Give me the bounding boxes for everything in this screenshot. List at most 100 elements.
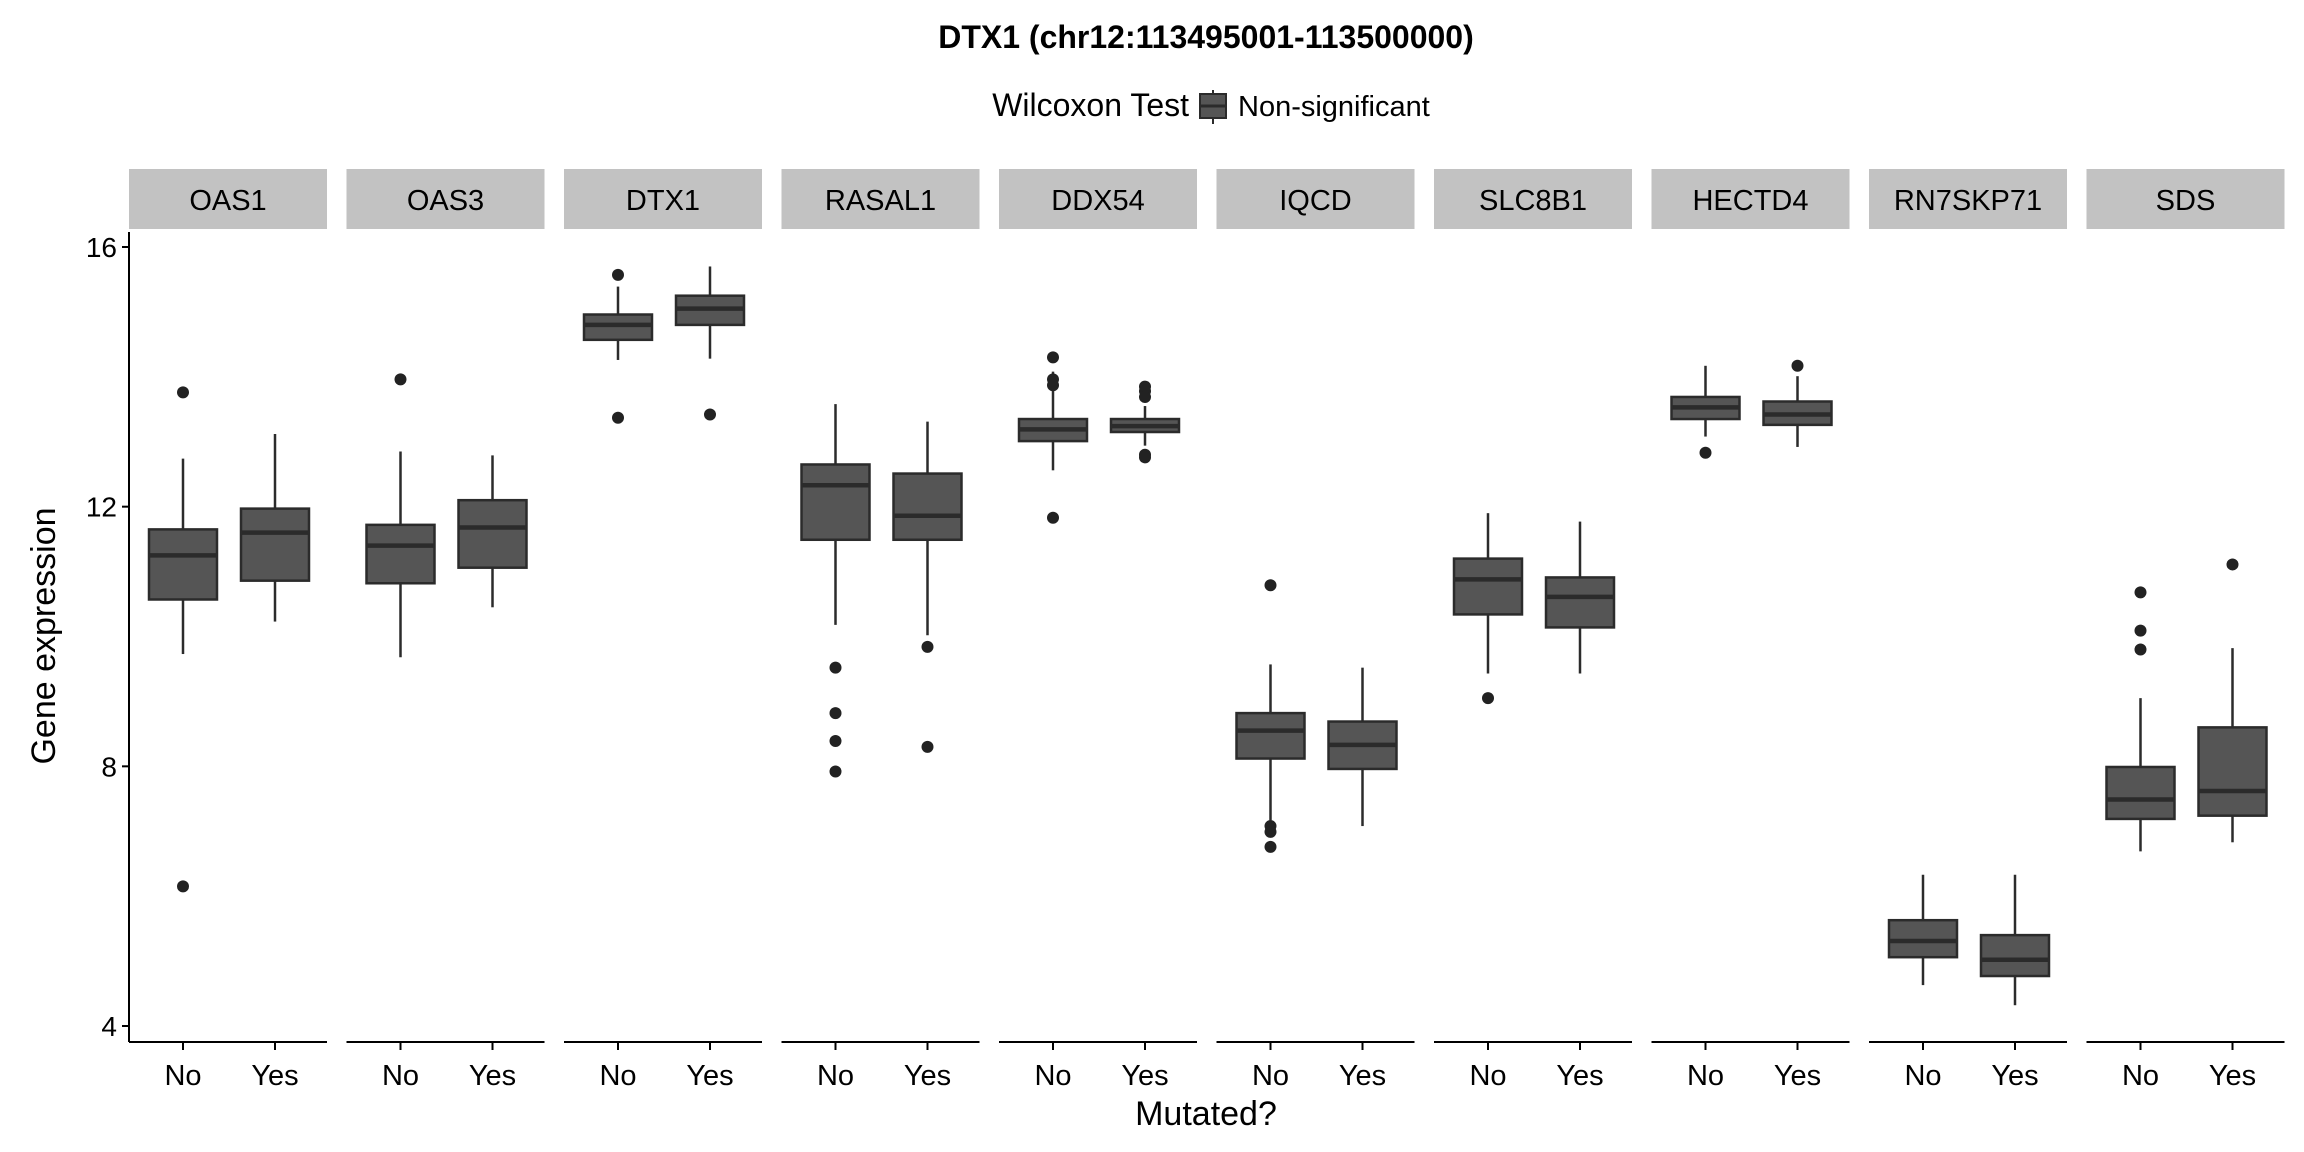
x-tick-label: Yes (1991, 1060, 2038, 1092)
outlier-point (921, 640, 934, 653)
x-axis-label: Mutated? (1135, 1095, 1277, 1133)
box-yes (1109, 380, 1181, 464)
outlier-point (1791, 359, 1804, 372)
iqr-box (1235, 711, 1306, 760)
legend: Wilcoxon Test Non-significant (992, 87, 1430, 124)
y-tick-label: 16 (86, 232, 117, 263)
x-tick-label: No (1904, 1060, 1941, 1092)
outlier-point (612, 268, 624, 281)
facet-strip-label: IQCD (1279, 185, 1352, 217)
x-tick-label: No (1687, 1060, 1724, 1092)
facet-strip (1651, 169, 1850, 229)
outlier-point (829, 765, 842, 778)
y-axis-label: Gene expression (25, 507, 63, 764)
facet-strip (1869, 169, 2067, 229)
box-yes (239, 433, 311, 622)
x-tick-label: No (817, 1060, 854, 1092)
outlier-point (1047, 511, 1059, 524)
facet-strip-label: HECTD4 (1692, 185, 1808, 217)
box-no (1452, 513, 1524, 705)
box-no (365, 373, 436, 658)
box-no (582, 268, 654, 424)
facet-strip-label: RN7SKP71 (1894, 185, 2042, 217)
x-tick-label: No (1469, 1060, 1506, 1092)
y-tick-label: 8 (101, 751, 117, 782)
facet-strip (564, 169, 762, 229)
box-no (800, 404, 871, 778)
facet-strip (999, 169, 1197, 229)
facet-panel-hectd4: HECTD4 No Yes (1651, 169, 1850, 1092)
outlier-point (2134, 624, 2147, 637)
iqr-box (892, 472, 963, 542)
facet-strip-label: OAS3 (407, 185, 484, 217)
iqr-box (457, 498, 528, 569)
x-tick-label: Yes (1774, 1060, 1821, 1092)
box-no (2105, 586, 2176, 852)
x-tick-label: No (164, 1060, 201, 1092)
outlier-point (2134, 586, 2147, 599)
box-yes (1544, 521, 1616, 674)
box-yes (1762, 359, 1833, 447)
facet-panel-oas1: OAS1 No Yes (129, 169, 327, 1092)
outlier-point (177, 880, 189, 893)
y-axis: 4 8 12 16 (86, 232, 130, 1042)
box-yes (674, 266, 746, 421)
x-tick-label: No (599, 1060, 636, 1092)
x-tick-label: No (1252, 1060, 1289, 1092)
iqr-box (147, 528, 219, 601)
facet-strip (129, 169, 327, 229)
facet-strip-label: SDS (2156, 185, 2216, 217)
legend-entry-non-significant: Non-significant (1238, 91, 1430, 123)
iqr-box (582, 313, 654, 342)
facet-strip-label: RASAL1 (825, 185, 936, 217)
x-tick-label: Yes (251, 1060, 298, 1092)
x-tick-label: Yes (686, 1060, 733, 1092)
outlier-point (1264, 579, 1277, 592)
outlier-point (1699, 446, 1712, 459)
outlier-point (1264, 825, 1277, 838)
outlier-point (704, 408, 716, 421)
box-no (147, 386, 219, 893)
iqr-box (2105, 765, 2176, 821)
x-tick-label: Yes (469, 1060, 516, 1092)
facet-panel-sds: SDS No Yes (2086, 169, 2285, 1092)
outlier-point (921, 740, 934, 753)
facet-panel-iqcd: IQCD No Yes (1216, 169, 1415, 1092)
iqr-box (1887, 918, 1959, 959)
iqr-box (365, 523, 436, 585)
box-no (1670, 365, 1741, 459)
outlier-point (612, 411, 624, 424)
facet-panel-oas3: OAS3 No Yes (346, 169, 545, 1092)
box-yes (1979, 874, 2051, 1006)
facet-panel-slc8b1: SLC8B1 No Yes (1434, 169, 1632, 1092)
box-yes (2197, 558, 2268, 843)
chart-title: DTX1 (chr12:113495001-113500000) (938, 19, 1474, 55)
outlier-point (829, 661, 842, 674)
x-tick-label: Yes (2209, 1060, 2256, 1092)
iqr-box (1452, 557, 1524, 616)
box-no (1017, 351, 1089, 524)
facet-panel-dtx1: DTX1 No Yes (564, 169, 762, 1092)
legend-title: Wilcoxon Test (992, 87, 1189, 123)
outlier-point (177, 386, 189, 399)
iqr-box (239, 507, 311, 582)
x-tick-label: Yes (1556, 1060, 1603, 1092)
box-yes (457, 455, 528, 608)
y-tick-label: 12 (86, 492, 117, 523)
legend-key-icon (1199, 90, 1227, 124)
facet-strip-label: OAS1 (189, 185, 266, 217)
x-tick-label: No (1034, 1060, 1071, 1092)
box-yes (1327, 667, 1398, 827)
facet-strip-label: SLC8B1 (1479, 185, 1587, 217)
x-tick-label: Yes (1339, 1060, 1386, 1092)
box-no (1235, 579, 1306, 853)
x-tick-label: Yes (904, 1060, 951, 1092)
facet-strip (781, 169, 980, 229)
outlier-point (1047, 351, 1059, 364)
facet-strip (1216, 169, 1415, 229)
facet-strip (1434, 169, 1632, 229)
facet-panel-rasal1: RASAL1 No Yes (781, 169, 980, 1092)
iqr-box (1979, 933, 2051, 978)
